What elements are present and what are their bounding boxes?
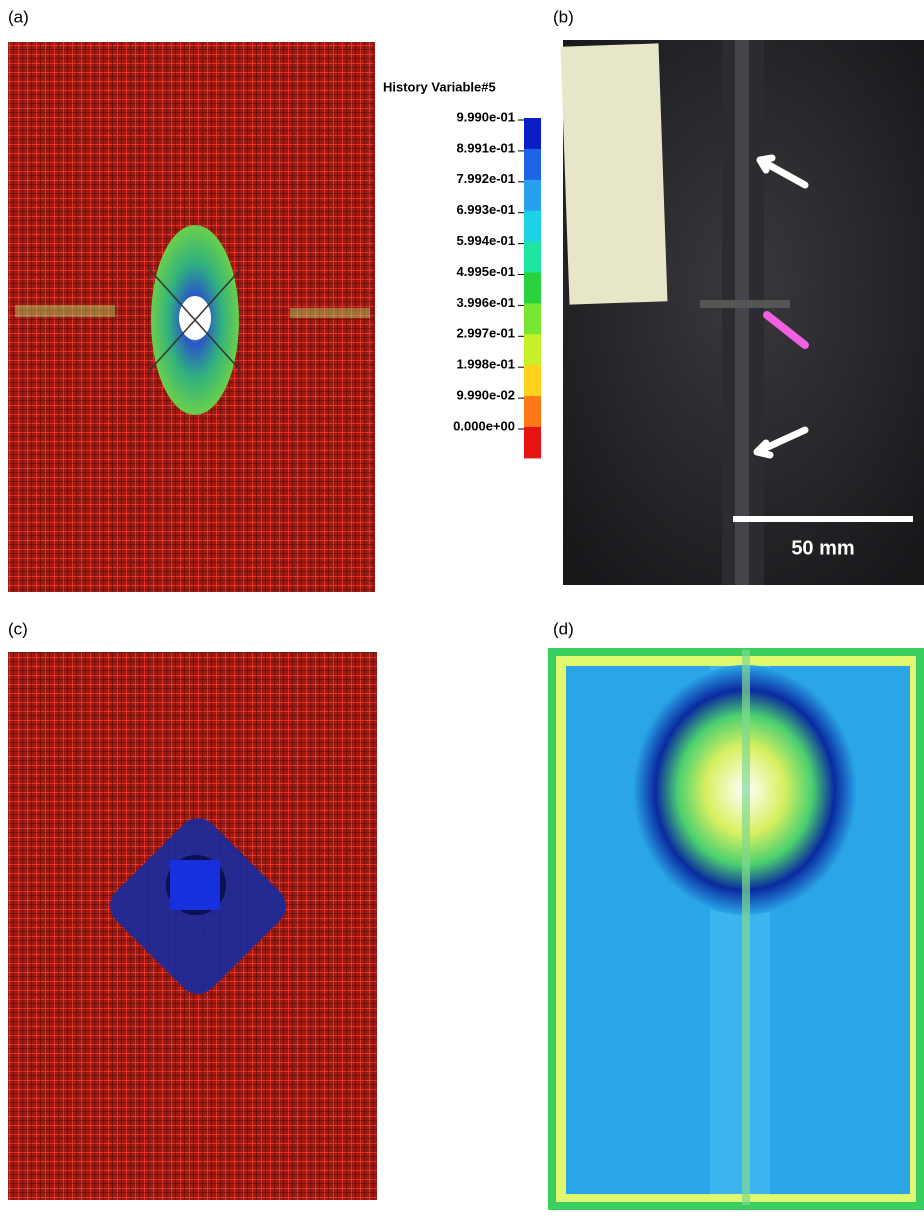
simulation-c	[8, 652, 377, 1200]
color-swatch	[524, 211, 541, 242]
color-swatch	[524, 118, 541, 149]
color-swatch	[524, 149, 541, 180]
page: (a) (b) (c) (d) History Variable#5 9.990…	[0, 0, 924, 1216]
color-swatch	[524, 242, 541, 273]
simulation-a	[8, 42, 375, 592]
panel-label: (a)	[8, 7, 29, 26]
color-swatch	[524, 273, 541, 304]
figure: (a) (b) (c) (d) History Variable#5 9.990…	[0, 0, 924, 1211]
legend-label: 7.992e-01	[456, 171, 515, 186]
legend-label: 3.996e-01	[456, 295, 515, 310]
color-swatch	[524, 303, 541, 334]
color-swatch	[524, 334, 541, 365]
legend-label: 5.994e-01	[456, 233, 515, 248]
color-swatch	[524, 427, 541, 458]
legend-label: 6.993e-01	[456, 202, 515, 217]
legend-label: 9.990e-02	[456, 388, 515, 403]
cscan-d	[548, 648, 924, 1210]
color-swatch	[524, 180, 541, 211]
legend-title: History Variable#5	[383, 79, 496, 94]
legend-label: 2.997e-01	[456, 326, 515, 341]
colorbar: 9.990e-01 8.991e-01 7.992e-01 6.993e-01 5.99…	[453, 109, 541, 458]
color-swatch	[524, 365, 541, 396]
legend-label: 4.995e-01	[456, 264, 515, 279]
legend-label: 9.990e-01	[456, 109, 515, 124]
panel-label: (d)	[553, 619, 574, 638]
photo-b: 50 mm	[561, 40, 924, 585]
legend-label: 8.991e-01	[456, 140, 515, 155]
color-swatch	[524, 396, 541, 427]
panel-label: (c)	[8, 619, 28, 638]
legend-label: 0.000e+00	[453, 418, 515, 433]
panel-label: (b)	[553, 7, 574, 26]
legend-label: 1.998e-01	[456, 357, 515, 372]
scale-bar-label: 50 mm	[791, 537, 854, 559]
